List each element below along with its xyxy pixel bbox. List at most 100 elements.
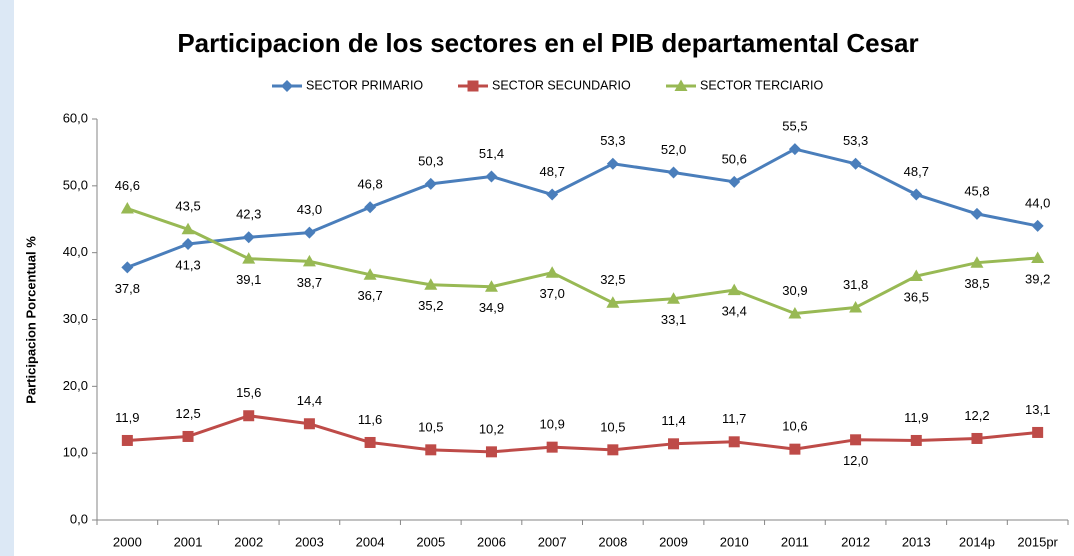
- data-label: 38,5: [964, 276, 989, 291]
- data-point: [607, 444, 619, 456]
- data-point: [485, 170, 498, 183]
- data-label: 50,6: [722, 151, 747, 166]
- data-point: [546, 441, 558, 453]
- x-tick-label: 2008: [598, 534, 627, 549]
- x-tick-label: 2014p: [959, 534, 995, 549]
- data-label: 38,7: [297, 275, 322, 290]
- data-point: [1031, 219, 1044, 232]
- data-point: [849, 300, 863, 313]
- x-tick-label: 2005: [416, 534, 445, 549]
- data-point: [120, 202, 134, 214]
- legend-text: SECTOR PRIMARIO: [306, 78, 423, 92]
- y-tick-label: 50,0: [63, 177, 88, 192]
- x-tick-label: 2012: [841, 534, 870, 549]
- y-tick-label: 10,0: [63, 445, 88, 460]
- data-label: 39,1: [236, 272, 261, 287]
- series-line: [127, 414, 1038, 454]
- data-point: [424, 278, 438, 290]
- x-tick-label: 2010: [720, 534, 749, 549]
- data-label: 48,7: [904, 164, 929, 179]
- data-point: [182, 237, 195, 250]
- data-point: [788, 306, 802, 319]
- data-point: [970, 207, 983, 220]
- legend-marker: [674, 79, 688, 91]
- data-point: [243, 410, 255, 422]
- x-tick-label: 2009: [659, 534, 688, 549]
- data-point: [424, 177, 437, 190]
- data-point: [181, 222, 195, 235]
- data-label: 43,0: [297, 202, 322, 217]
- data-label: 45,8: [964, 183, 989, 198]
- x-tick-label: 2006: [477, 534, 506, 549]
- x-tick-label: 2002: [234, 534, 263, 549]
- data-label: 41,3: [175, 257, 200, 272]
- legend-marker: [281, 80, 293, 92]
- data-point: [789, 443, 801, 455]
- data-label: 32,5: [600, 272, 625, 287]
- data-point: [668, 438, 680, 450]
- data-label: 12,2: [964, 408, 989, 423]
- data-point: [484, 280, 498, 292]
- data-point: [364, 201, 377, 214]
- data-label: 52,0: [661, 142, 686, 157]
- y-tick-label: 0,0: [70, 511, 88, 526]
- data-point: [121, 261, 134, 274]
- data-point: [850, 434, 862, 446]
- data-point: [1031, 251, 1045, 264]
- data-label: 37,0: [540, 286, 565, 301]
- data-label: 12,0: [843, 453, 868, 468]
- data-point: [910, 434, 922, 446]
- y-tick-label: 60,0: [63, 110, 88, 125]
- series-line: [126, 147, 1038, 269]
- data-label: 37,8: [115, 281, 140, 296]
- data-label: 11,6: [358, 412, 382, 427]
- data-point: [363, 268, 377, 280]
- data-label: 10,5: [600, 419, 625, 434]
- data-label: 10,6: [782, 419, 807, 434]
- data-point: [788, 143, 801, 156]
- data-label: 34,4: [722, 304, 747, 319]
- data-point: [910, 188, 923, 201]
- y-tick-label: 20,0: [63, 378, 88, 393]
- data-label: 48,7: [540, 164, 565, 179]
- data-point: [606, 296, 620, 308]
- data-point: [242, 252, 256, 264]
- data-point: [667, 292, 681, 304]
- data-point: [728, 175, 741, 188]
- data-label: 33,1: [661, 312, 686, 327]
- data-point: [728, 436, 740, 448]
- data-point: [303, 418, 315, 430]
- y-axis-title: Participacion Porcentual %: [23, 236, 38, 404]
- data-label: 51,4: [479, 146, 504, 161]
- data-label: 30,9: [782, 283, 807, 298]
- y-tick-label: 30,0: [63, 311, 88, 326]
- data-label: 31,8: [843, 277, 868, 292]
- data-label: 46,6: [115, 178, 140, 193]
- data-point: [849, 157, 862, 170]
- data-point: [303, 226, 316, 239]
- left-strip: [0, 0, 14, 556]
- data-label: 55,5: [782, 119, 807, 134]
- data-label: 11,7: [722, 411, 746, 426]
- data-label: 44,0: [1025, 195, 1050, 210]
- data-point: [485, 446, 497, 458]
- data-point: [971, 432, 983, 444]
- data-point: [121, 434, 133, 446]
- data-point: [546, 188, 559, 201]
- data-label: 10,9: [540, 417, 565, 432]
- data-label: 15,6: [236, 385, 261, 400]
- data-point: [545, 266, 559, 278]
- data-label: 53,3: [843, 133, 868, 148]
- data-label: 53,3: [600, 133, 625, 148]
- data-label: 34,9: [479, 300, 504, 315]
- data-point: [606, 157, 619, 170]
- legend-marker: [467, 80, 479, 92]
- data-point: [727, 283, 741, 296]
- data-label: 14,4: [297, 393, 322, 408]
- chart-title: Participacion de los sectores en el PIB …: [177, 28, 918, 58]
- data-point: [1032, 426, 1044, 438]
- data-label: 11,9: [904, 410, 928, 425]
- data-point: [970, 256, 984, 268]
- series-line: [126, 207, 1038, 315]
